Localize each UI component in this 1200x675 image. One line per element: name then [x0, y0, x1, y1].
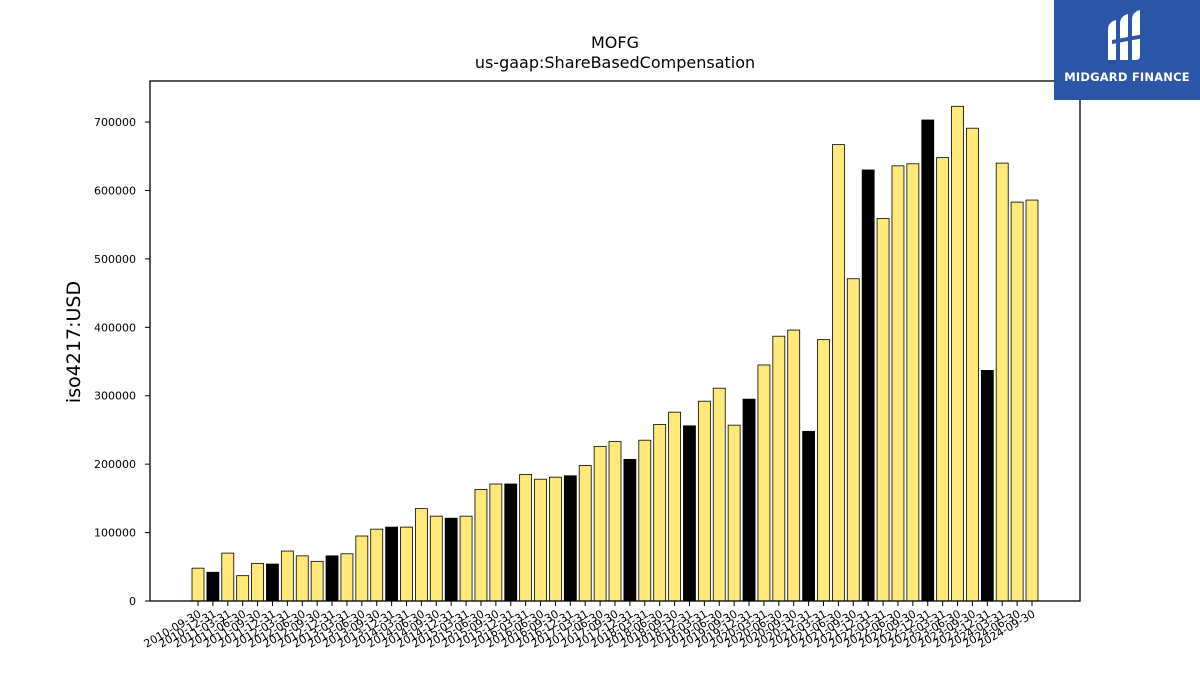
bar-2015-12-31 — [504, 483, 518, 602]
bar-2013-03-31 — [340, 553, 354, 602]
bar-2023-06-30 — [951, 105, 964, 602]
bar-2018-12-31 — [683, 425, 696, 602]
bar-2021-06-30 — [831, 144, 845, 602]
y-tick-label: 200000 — [94, 458, 136, 471]
bar-2020-03-31 — [757, 364, 771, 602]
bar-2015-09-30 — [489, 483, 503, 602]
midgard-logo-icon — [1108, 10, 1144, 60]
y-tick-label: 400000 — [94, 321, 136, 334]
bars-layer — [191, 105, 1039, 602]
bar-2016-09-30 — [549, 476, 562, 602]
bar-2014-03-31 — [400, 526, 413, 602]
bar-2016-12-31 — [563, 475, 577, 602]
bar-2019-06-30 — [712, 387, 726, 602]
bar-2024-09-30 — [1025, 199, 1039, 602]
y-tick-label: 100000 — [94, 527, 136, 540]
bar-2012-12-31 — [325, 555, 339, 602]
bar-2011-03-31 — [221, 552, 235, 602]
bar-2017-06-30 — [593, 445, 607, 602]
bar-2016-06-30 — [534, 478, 547, 602]
y-axis-label: iso4217:USD — [63, 281, 85, 403]
bar-2011-12-31 — [266, 563, 279, 602]
bar-2023-09-30 — [966, 127, 979, 602]
midgard-finance-logo: MIDGARD FINANCE — [1054, 0, 1200, 100]
bar-2018-06-30 — [653, 424, 667, 602]
y-tick-label: 700000 — [94, 116, 136, 129]
bar-2018-09-30 — [668, 411, 681, 602]
bar-2017-03-31 — [578, 465, 592, 602]
bar-2019-09-30 — [727, 424, 741, 602]
bar-2011-06-30 — [236, 575, 250, 602]
bar-2012-09-30 — [310, 560, 324, 602]
y-axis: 0 100000 200000 300000 400000 500000 600000 700… — [94, 116, 150, 608]
bar-2019-12-31 — [742, 398, 756, 602]
x-axis: 2010-09-302010-12-312011-03-312011-06-30… — [142, 601, 1038, 651]
bar-2014-06-30 — [414, 508, 428, 602]
bar-2023-03-31 — [936, 157, 950, 602]
bar-2012-03-31 — [280, 550, 294, 602]
bar-2014-12-31 — [444, 517, 458, 602]
bar-2022-03-31 — [876, 218, 890, 602]
bar-2023-12-31 — [980, 370, 994, 602]
bar-2022-09-30 — [906, 163, 920, 602]
chart-title: MOFG — [591, 33, 639, 52]
bar-2022-06-30 — [891, 165, 905, 602]
chart-subtitle: us-gaap:ShareBasedCompensation — [475, 53, 755, 72]
plot-frame — [149, 80, 1081, 602]
bar-2015-03-31 — [459, 515, 473, 602]
bar-2022-12-31 — [921, 119, 935, 602]
bar-2020-09-30 — [787, 329, 801, 602]
bar-2011-09-30 — [251, 562, 264, 602]
bar-2024-03-31 — [995, 162, 1009, 602]
y-tick-label: 300000 — [94, 390, 136, 403]
bar-2021-12-31 — [861, 169, 875, 602]
bar-2013-09-30 — [370, 528, 384, 602]
bar-2013-06-30 — [355, 535, 369, 602]
bar-2024-06-30 — [1010, 201, 1024, 602]
bar-2020-06-30 — [772, 335, 786, 602]
bar-2019-03-31 — [697, 400, 711, 602]
bar-2015-06-30 — [474, 489, 488, 602]
bar-2020-12-31 — [802, 430, 816, 602]
bar-2010-12-31 — [206, 571, 220, 602]
bar-2012-06-30 — [295, 555, 309, 602]
logo-text: MIDGARD FINANCE — [1064, 70, 1190, 84]
bar-2014-09-30 — [429, 515, 443, 602]
bar-2010-09-30 — [191, 567, 205, 602]
bar-2016-03-31 — [519, 474, 533, 602]
y-tick-label: 500000 — [94, 253, 136, 266]
bar-2018-03-31 — [638, 439, 652, 602]
bar-2017-12-31 — [623, 458, 637, 602]
bar-2021-03-31 — [817, 339, 830, 602]
bar-2017-09-30 — [608, 441, 622, 602]
y-tick-label: 0 — [129, 595, 136, 608]
bar-2013-12-31 — [385, 526, 399, 602]
y-tick-label: 600000 — [94, 184, 136, 197]
bar-2021-09-30 — [846, 278, 860, 602]
